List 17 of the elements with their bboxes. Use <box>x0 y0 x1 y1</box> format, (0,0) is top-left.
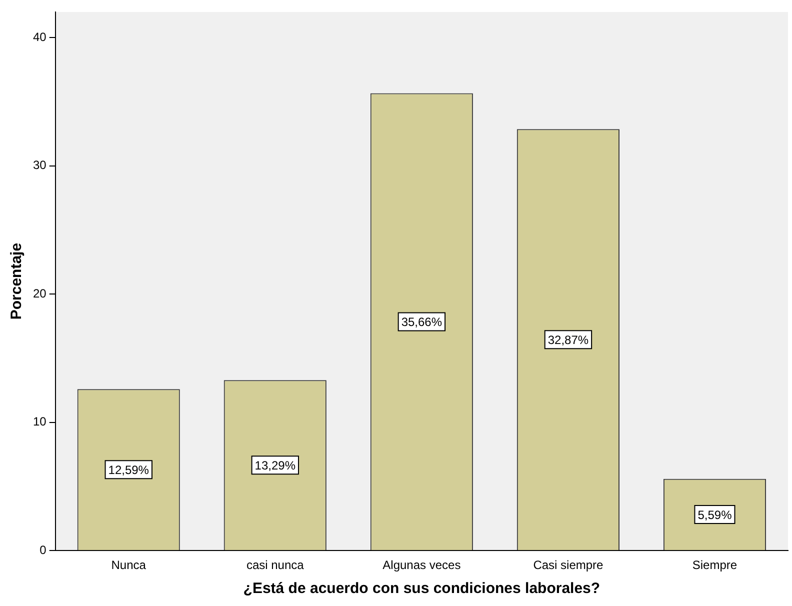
x-tick-label: Algunas veces <box>382 558 461 572</box>
y-tick-label: 30 <box>32 158 47 172</box>
data-label: 13,29% <box>254 458 296 472</box>
x-tick-label: Siempre <box>692 558 738 572</box>
x-tick-label: casi nunca <box>246 558 304 572</box>
data-label: 32,87% <box>548 332 589 347</box>
y-axis-title: Porcentaje <box>8 242 26 320</box>
x-tick-label: Casi siempre <box>533 558 604 572</box>
y-tick-label: 20 <box>32 286 47 300</box>
x-axis-title: ¿Está de acuerdo con sus condiciones laborales? <box>243 580 600 598</box>
data-label: 5,59% <box>698 508 732 522</box>
data-label: 35,66% <box>401 315 442 330</box>
y-tick-label: 40 <box>32 30 47 44</box>
y-tick-label: 0 <box>40 542 47 557</box>
data-label: 12,59% <box>108 462 150 477</box>
y-tick-label: 10 <box>32 414 47 429</box>
x-tick-label: Nunca <box>111 558 146 572</box>
